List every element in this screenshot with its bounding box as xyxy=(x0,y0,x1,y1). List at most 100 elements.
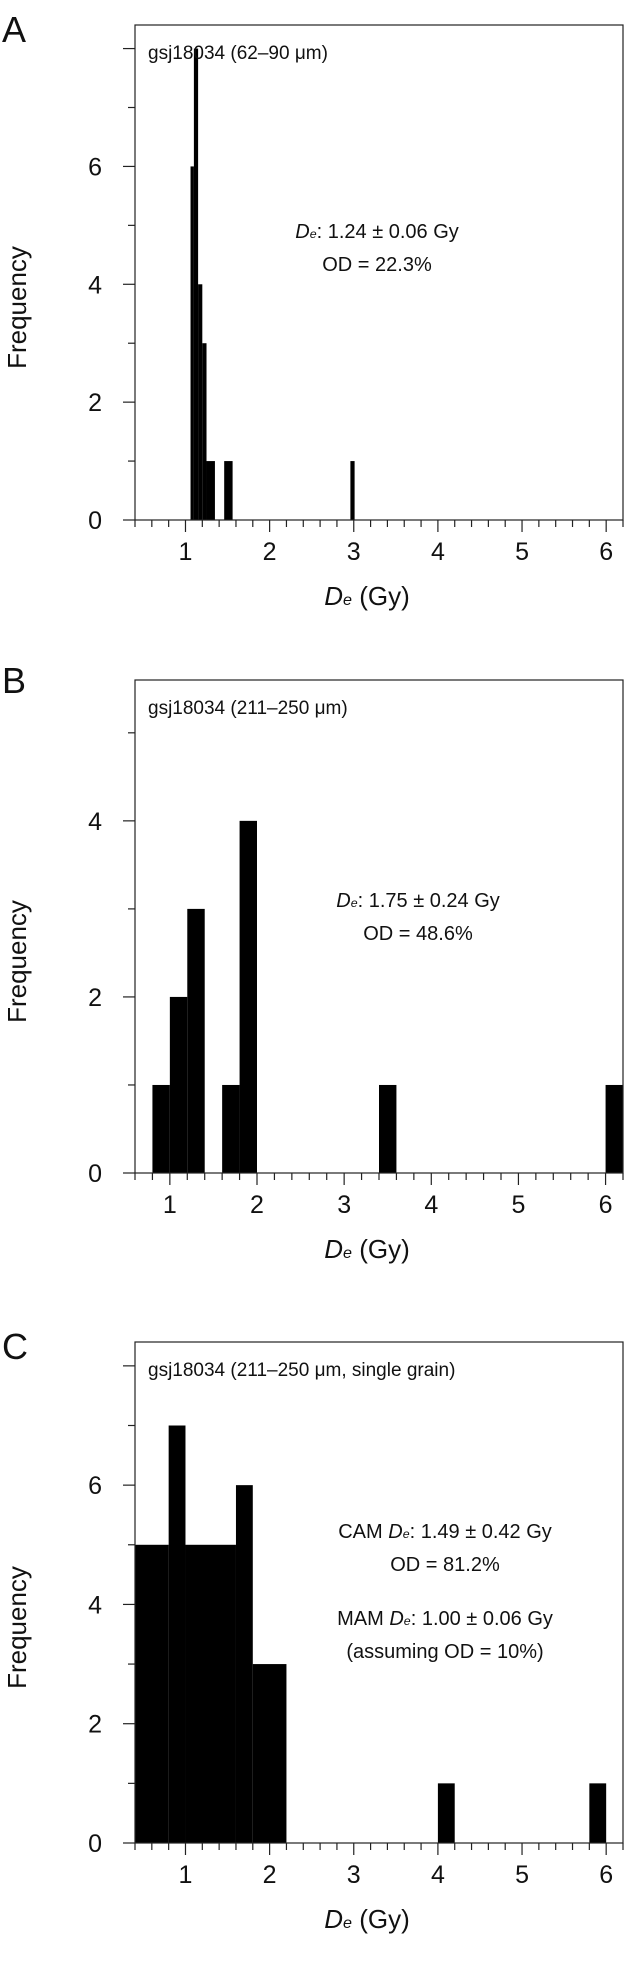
y-tick-label: 2 xyxy=(88,984,102,1012)
histogram-bar xyxy=(437,1783,455,1843)
annotation-line: CAM De: 1.49 ± 0.42 Gy xyxy=(338,1521,552,1543)
histogram-bar xyxy=(190,166,194,520)
x-tick-label: 4 xyxy=(431,538,445,566)
annotation-text: OD = 22.3% xyxy=(322,254,432,276)
y-tick-label: 2 xyxy=(88,1711,102,1739)
histogram-bar xyxy=(605,1084,623,1173)
x-tick-label: 6 xyxy=(599,1861,613,1889)
sample-label: gsj18034 (211–250 μm) xyxy=(148,698,348,719)
x-tick-label: 1 xyxy=(179,1861,193,1889)
plot-frame xyxy=(134,24,624,521)
x-axis-title: De (Gy) xyxy=(324,581,410,611)
symbol-subscript-e: e xyxy=(343,591,352,609)
x-tick-label: 3 xyxy=(347,1861,361,1889)
x-tick-label: 5 xyxy=(511,1191,525,1219)
panel-letter: A xyxy=(2,9,26,50)
plot-frame xyxy=(134,1341,624,1844)
histogram-bar xyxy=(187,908,205,1173)
annotation-text: : 1.00 ± 0.06 Gy xyxy=(411,1608,553,1630)
annotation-line: De: 1.75 ± 0.24 Gy xyxy=(336,890,500,912)
annotation-text: OD = 81.2% xyxy=(390,1554,500,1576)
panel-letter: B xyxy=(2,660,26,701)
histogram-bar xyxy=(224,461,233,520)
x-tick-label: 6 xyxy=(599,538,613,566)
x-tick-label: 5 xyxy=(515,1861,529,1889)
annotation-text: : 1.49 ± 0.42 Gy xyxy=(410,1521,552,1543)
symbol-d: D xyxy=(389,1608,403,1630)
symbol-d: D xyxy=(324,1234,343,1264)
symbol-subscript-e: e xyxy=(351,896,358,910)
annotation-text: (Gy) xyxy=(352,1234,410,1264)
y-tick-label: 0 xyxy=(88,507,102,535)
x-tick-label: 2 xyxy=(250,1191,264,1219)
annotation-line: (assuming OD = 10%) xyxy=(346,1641,543,1663)
annotation-line: OD = 48.6% xyxy=(363,923,473,945)
annotation-line: De: 1.24 ± 0.06 Gy xyxy=(295,221,459,243)
histogram-bar xyxy=(185,1544,236,1843)
histogram-bar xyxy=(252,1664,287,1843)
y-tick-label: 4 xyxy=(88,808,102,836)
histogram-bar xyxy=(135,1544,169,1843)
histogram-bar xyxy=(239,820,257,1173)
x-tick-label: 3 xyxy=(337,1191,351,1219)
symbol-d: D xyxy=(388,1521,402,1543)
y-axis-title: Frequency xyxy=(2,1566,32,1689)
x-tick-label: 3 xyxy=(347,538,361,566)
annotation-text: : 1.24 ± 0.06 Gy xyxy=(317,221,459,243)
histogram-bar xyxy=(152,1084,170,1173)
histogram-bar xyxy=(198,284,203,520)
annotation-line: OD = 81.2% xyxy=(390,1554,500,1576)
x-tick-label: 2 xyxy=(263,1861,277,1889)
y-tick-label: 4 xyxy=(88,1591,102,1619)
annotation-text: (Gy) xyxy=(352,1904,410,1934)
histogram-bar xyxy=(589,1783,607,1843)
y-tick-label: 4 xyxy=(88,271,102,299)
annotation-prefix: CAM xyxy=(338,1521,388,1543)
symbol-d: D xyxy=(336,890,350,912)
histogram-bar xyxy=(379,1084,397,1173)
annotation-text: OD = 48.6% xyxy=(363,923,473,945)
histogram-bar xyxy=(169,996,188,1173)
x-axis-title: De (Gy) xyxy=(324,1234,410,1264)
y-tick-label: 0 xyxy=(88,1160,102,1188)
y-tick-label: 0 xyxy=(88,1830,102,1858)
x-tick-label: 2 xyxy=(263,538,277,566)
histogram-bar xyxy=(235,1485,253,1843)
histogram-bar xyxy=(193,48,199,520)
symbol-subscript-e: e xyxy=(404,1614,411,1628)
y-axis-title: Frequency xyxy=(2,246,32,369)
histogram-bar xyxy=(206,461,215,520)
symbol-subscript-e: e xyxy=(310,227,317,241)
symbol-d: D xyxy=(295,221,309,243)
x-tick-label: 4 xyxy=(431,1861,445,1889)
panel-letter: C xyxy=(2,1326,28,1367)
x-tick-label: 6 xyxy=(599,1191,613,1219)
x-tick-label: 4 xyxy=(424,1191,438,1219)
panel-c: C 1 2 3 4 5 6 0 2 4 6 gsj18034 (211–250 μm, single … xyxy=(2,1326,624,1934)
x-axis-title: De (Gy) xyxy=(324,1904,410,1934)
histogram-bar xyxy=(168,1425,186,1843)
symbol-subscript-e: e xyxy=(403,1527,410,1541)
histogram-bar xyxy=(222,1084,240,1173)
y-tick-label: 6 xyxy=(88,153,102,181)
sample-label: gsj18034 (211–250 μm, single grain) xyxy=(148,1360,455,1381)
histogram-bar xyxy=(202,343,207,520)
x-tick-label: 1 xyxy=(163,1191,177,1219)
annotation-line: OD = 22.3% xyxy=(322,254,432,276)
symbol-subscript-e: e xyxy=(343,1914,352,1932)
annotation-line: MAM De: 1.00 ± 0.06 Gy xyxy=(337,1608,553,1630)
y-tick-label: 2 xyxy=(88,389,102,417)
histogram-bar xyxy=(350,461,355,520)
annotation-text: (Gy) xyxy=(352,581,410,611)
symbol-d: D xyxy=(324,581,343,611)
annotation-prefix: MAM xyxy=(337,1608,389,1630)
y-tick-label: 6 xyxy=(88,1472,102,1500)
x-tick-label: 5 xyxy=(515,538,529,566)
x-tick-label: 1 xyxy=(179,538,193,566)
symbol-d: D xyxy=(324,1904,343,1934)
symbol-subscript-e: e xyxy=(343,1244,352,1262)
panel-b: B 1 2 3 4 5 6 0 2 4 gsj18034 (211–250 μm) De: 1.75 … xyxy=(2,660,624,1264)
y-axis-title: Frequency xyxy=(2,900,32,1023)
